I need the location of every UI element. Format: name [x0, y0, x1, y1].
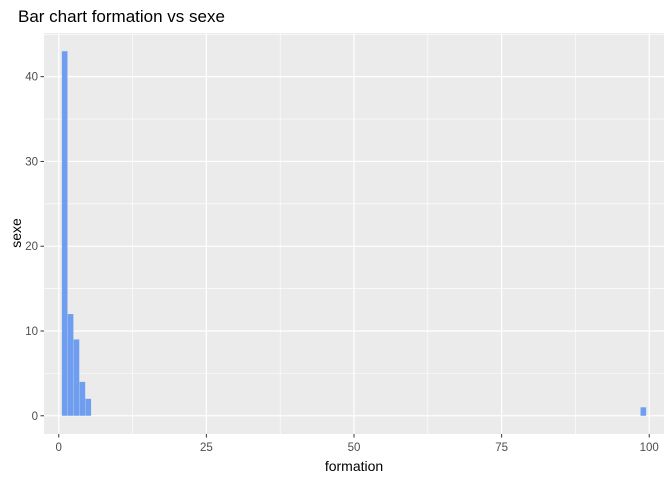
y-tick-label: 10	[25, 326, 38, 338]
bar	[67, 314, 74, 416]
y-axis-label: sexe	[8, 218, 24, 248]
bar	[640, 407, 647, 416]
y-tick-label: 20	[25, 241, 38, 253]
y-tick-label: 30	[25, 156, 38, 168]
x-axis-ticks: 0 25 50 75 100	[56, 434, 659, 454]
x-tick-label: 100	[640, 442, 659, 454]
x-axis-label: formation	[325, 458, 383, 474]
x-tick-label: 0	[56, 442, 62, 454]
bar	[73, 339, 80, 416]
x-tick-label: 50	[348, 442, 361, 454]
chart-title: Bar chart formation vs sexe	[18, 7, 225, 26]
x-tick-label: 75	[495, 442, 508, 454]
bar	[79, 381, 86, 416]
bar	[61, 51, 68, 416]
y-tick-label: 40	[25, 72, 38, 84]
y-tick-label: 0	[32, 411, 38, 423]
bar	[85, 398, 92, 416]
major-gridlines	[44, 33, 664, 434]
bars	[61, 51, 647, 416]
y-axis-ticks: 0 10 20 30 40	[25, 72, 44, 423]
x-tick-label: 25	[200, 442, 213, 454]
